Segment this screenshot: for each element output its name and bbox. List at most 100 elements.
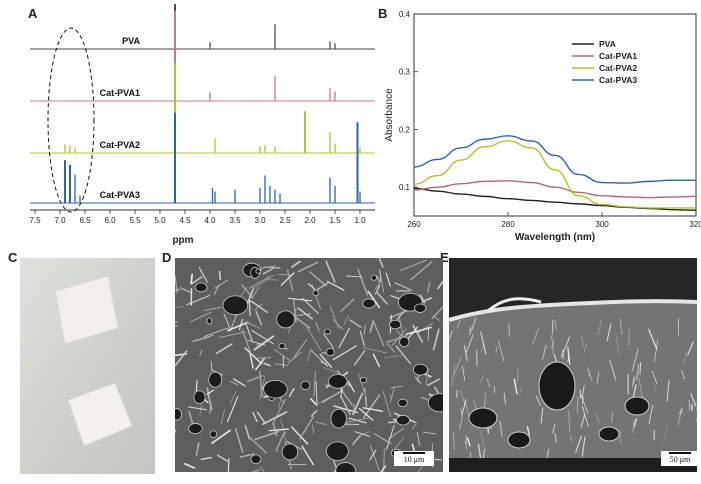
sem-d-pore (175, 408, 182, 421)
sem-d-fiber (306, 326, 322, 351)
panel-letter-a: A (28, 6, 38, 21)
sem-d-fiber (316, 396, 331, 405)
sem-d-fiber (312, 424, 315, 434)
sem-d-fiber (340, 298, 355, 312)
sem-d-fiber (190, 311, 212, 323)
sem-d-pore (278, 343, 286, 350)
sem-d-fiber (329, 305, 340, 330)
sem-d-fiber (203, 306, 222, 312)
sem-d-fiber (246, 374, 264, 383)
sem-d-fiber (251, 329, 274, 345)
sem-d-fiber (357, 268, 369, 296)
sem-e-fracture-line (632, 375, 636, 388)
sem-e-pore (468, 407, 498, 429)
sem-d-fiber (273, 348, 290, 361)
sem-e-fracture-line (477, 443, 482, 460)
scalebar-d: 10 μm (394, 451, 434, 466)
sem-d-fiber (268, 428, 289, 432)
sem-d-fiber (431, 306, 443, 320)
sem-e-pore (598, 426, 620, 442)
sem-d-pore (250, 454, 262, 464)
sem-d-fiber (218, 270, 222, 280)
sem-d-fiber (414, 376, 422, 385)
sem-d-fiber (394, 282, 413, 291)
sem-d-fiber (386, 425, 395, 450)
sem-d-fiber (334, 469, 337, 472)
sem-d-fiber (363, 324, 366, 335)
sem-d-fiber (198, 267, 208, 283)
sem-d-fiber (333, 405, 358, 414)
nmr-x-tick-label: 1.0 (354, 216, 366, 225)
sem-d-fiber (390, 385, 403, 389)
sem-e-pore (507, 431, 531, 449)
nmr-x-tick-label: 7.0 (54, 216, 66, 225)
sem-d-fiber (405, 326, 432, 336)
sem-d-fiber (220, 408, 226, 426)
sem-e-fracture-line (499, 420, 503, 438)
sem-d-pore (397, 398, 408, 408)
sem-d-fiber (274, 363, 289, 366)
sem-d-fiber (427, 281, 431, 293)
sem-e-fracture-line (597, 320, 602, 335)
sem-d-fiber (263, 266, 281, 269)
sem-e-fracture-line (576, 396, 579, 414)
sem-d-fiber (190, 273, 194, 285)
sem-e-fracture-line (648, 328, 658, 350)
sem-d-fiber (223, 313, 231, 330)
sem-e-fracture-line (554, 432, 558, 443)
sem-d-fiber (323, 367, 341, 375)
sem-d-fiber (367, 290, 381, 309)
sem-d-fiber (425, 368, 429, 385)
sem-d-fiber (437, 281, 443, 290)
scalebar-d-label: 10 μm (403, 455, 425, 464)
sem-d-fiber (248, 300, 251, 317)
sem-e-fracture-line (687, 341, 694, 356)
sem-d-fiber (379, 269, 382, 283)
sem-d-fiber (313, 371, 316, 397)
sem-e-fracture-line (606, 323, 612, 342)
sem-d-fiber (252, 411, 258, 423)
sem-d-fiber (432, 328, 440, 351)
sem-e-fracture-line (480, 331, 487, 355)
sem-d-fiber (385, 272, 391, 287)
sem-d-fiber (348, 319, 362, 328)
sem-d-fiber (396, 330, 404, 338)
sem-d-pore (414, 303, 427, 313)
film-sample-bottom (67, 382, 133, 447)
sem-e-edge-debris (488, 297, 542, 312)
uv-plot-frame (413, 13, 697, 217)
sem-d-fiber (188, 406, 207, 411)
sem-e-fracture-line (460, 408, 463, 415)
sem-e-fracture-line (452, 356, 462, 377)
sem-d-fiber (302, 297, 319, 314)
sem-d-fiber (288, 388, 295, 398)
nmr-x-tick-label: 6.5 (79, 216, 91, 225)
sem-e-fracture-line (581, 436, 586, 457)
sem-d-fiber (206, 389, 214, 395)
sem-e-fracture-line (581, 384, 585, 399)
sem-e-fracture-line (651, 370, 658, 385)
nmr-chart: 7.5 7.0 6.5 6.0 5.5 5.0 4.5 4.0 3.5 3.0 2.5 2.0 1.5 1… (29, 4, 375, 246)
sem-d-fiber (244, 347, 263, 365)
sem-d-fiber (352, 392, 364, 416)
nmr-x-tick-label: 1.5 (329, 216, 341, 225)
sem-d-fiber (251, 469, 261, 472)
sem-d-fiber (391, 328, 407, 346)
sem-d-fiber (411, 422, 418, 430)
sem-d-pore (328, 374, 348, 389)
sem-d-fiber (406, 326, 418, 341)
sem-d-fiber (376, 275, 381, 283)
sem-d-pore (324, 328, 331, 335)
uv-y-tick-label: 0.4 (399, 10, 411, 19)
sem-e-fracture-line (639, 362, 642, 375)
sem-d-fiber (372, 353, 381, 368)
nmr-x-tick-label: 7.5 (29, 216, 41, 225)
sem-d-pore (362, 298, 376, 309)
sem-d-fiber (358, 407, 374, 421)
nmr-series-label-cat-pva1: Cat-PVA1 (100, 88, 140, 98)
sem-e-fracture-line (595, 413, 600, 423)
sem-d-fiber (362, 347, 387, 354)
uv-legend-label-pva: PVA (599, 39, 616, 49)
sem-e-fracture-line (636, 363, 640, 381)
sem-d-fiber (263, 362, 272, 367)
